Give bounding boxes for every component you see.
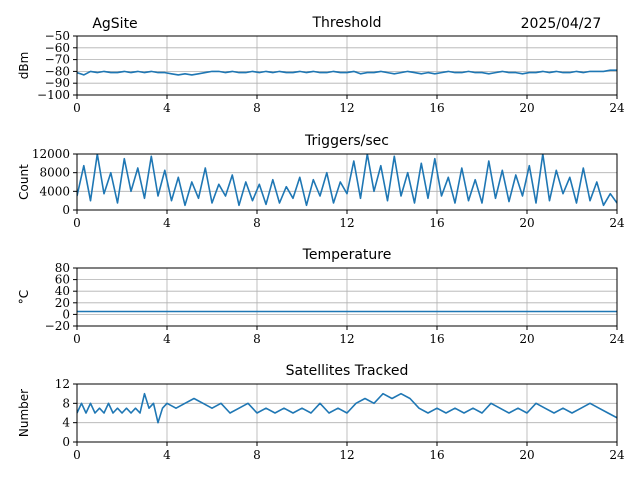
x-tick-label: 4: [163, 216, 171, 230]
x-tick-label: 4: [163, 101, 171, 115]
y-tick-label: 12000: [32, 147, 70, 161]
panels: 0 4 8 12 16 20 24 −100−90−80−70−60−50 Threshold d…: [17, 15, 625, 462]
chart-title: Satellites Tracked: [286, 363, 409, 379]
x-tick-label: 0: [73, 216, 81, 230]
x-tick-label: 0: [73, 101, 81, 115]
y-tick-label: 0: [62, 307, 70, 321]
x-tick-label: 12: [339, 216, 354, 230]
y-axis-label: Count: [17, 164, 31, 200]
y-tick-label: −90: [45, 76, 70, 90]
panel-4: 0 4 8 12 16 20 24 0 4 8 12 Satellites Tracked Number: [17, 363, 625, 462]
x-tick-label: 20: [519, 101, 534, 115]
x-tick-label: 8: [253, 448, 261, 462]
report-date: 2025/04/27: [521, 16, 602, 32]
panel-1: 0 4 8 12 16 20 24 −100−90−80−70−60−50 Threshold d…: [17, 15, 625, 115]
y-axis-label: °C: [17, 290, 31, 304]
x-tick-label: 24: [609, 101, 625, 115]
chart-title: Triggers/sec: [304, 133, 389, 149]
y-tick-label: 4000: [39, 184, 70, 198]
y-tick-label: 20: [55, 296, 70, 310]
y-tick-label: 8000: [39, 166, 70, 180]
y-tick-label: 8: [62, 396, 70, 410]
x-tick-label: 4: [163, 448, 171, 462]
series-line-1: [77, 69, 617, 76]
x-tick-label: 4: [163, 332, 171, 346]
x-tick-label: 12: [339, 332, 354, 346]
y-axis-label: Number: [17, 389, 31, 437]
y-tick-label: −70: [45, 53, 70, 67]
x-tick-label: 16: [429, 216, 444, 230]
y-tick-label: 60: [55, 273, 70, 287]
x-tick-label: 24: [609, 216, 625, 230]
y-tick-label: −80: [45, 64, 70, 78]
x-tick-label: 24: [609, 448, 625, 462]
y-tick-label: −50: [45, 29, 70, 43]
x-tick-label: 8: [253, 332, 261, 346]
site-name: AgSite: [92, 16, 137, 32]
x-tick-label: 0: [73, 448, 81, 462]
y-tick-label: 40: [55, 284, 70, 298]
x-tick-label: 20: [519, 216, 534, 230]
series-line-1: [77, 392, 617, 424]
x-tick-label: 16: [429, 448, 444, 462]
chart-title: Threshold: [312, 15, 382, 31]
x-tick-label: 20: [519, 332, 534, 346]
x-tick-label: 0: [73, 332, 81, 346]
x-tick-label: 20: [519, 448, 534, 462]
x-tick-label: 12: [339, 448, 354, 462]
chart-title: Temperature: [302, 247, 392, 263]
x-tick-label: 16: [429, 101, 444, 115]
x-tick-label: 16: [429, 332, 444, 346]
y-tick-label: 80: [55, 261, 70, 275]
series-line-1: [77, 154, 617, 207]
y-tick-label: 0: [62, 203, 70, 217]
x-tick-label: 8: [253, 101, 261, 115]
y-tick-label: 0: [62, 435, 70, 449]
y-tick-label: −20: [45, 319, 70, 333]
x-tick-label: 12: [339, 101, 354, 115]
x-tick-label: 24: [609, 332, 625, 346]
y-tick-label: −100: [37, 88, 70, 102]
y-tick-label: 4: [62, 416, 70, 430]
y-tick-label: −60: [45, 41, 70, 55]
x-tick-label: 8: [253, 216, 261, 230]
panel-2: 0 4 8 12 16 20 24 0 4000 8000 12000 Triggers/sec Cou…: [17, 133, 625, 230]
y-axis-label: dBm: [17, 52, 31, 80]
y-tick-label: 12: [55, 377, 70, 391]
